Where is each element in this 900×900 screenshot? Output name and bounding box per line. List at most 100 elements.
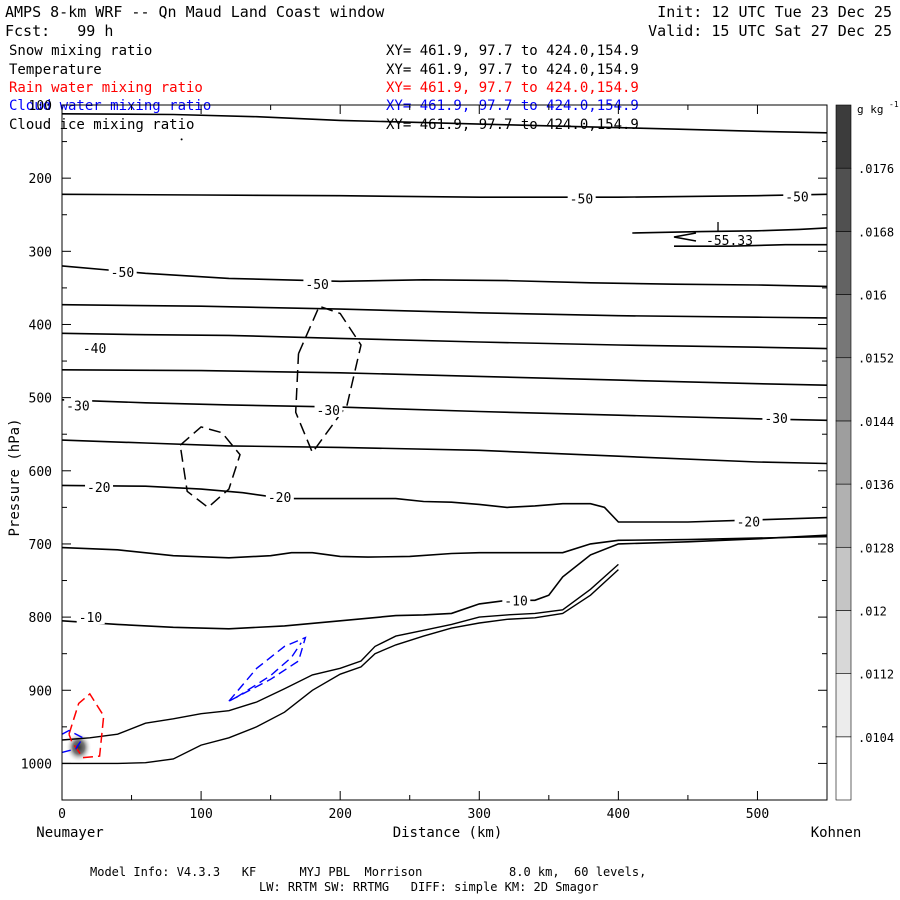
contour-label-bg — [64, 398, 93, 413]
colorbar-tick-label: .0176 — [858, 162, 894, 176]
valid-time: Valid: 15 UTC Sat 27 Dec 25 — [648, 22, 892, 40]
x-axis-label: Distance (km) — [393, 825, 503, 841]
field-xy-rain: XY= 461.9, 97.7 to 424.0,154.9 — [386, 80, 639, 96]
contour-label-bg — [762, 411, 791, 426]
colorbar-tick-label: .0128 — [858, 541, 894, 555]
y-tick-label: 700 — [29, 538, 52, 553]
model-info: Model Info: V4.3.3 KF MYJ PBL Morrison 8… — [90, 865, 647, 879]
isotherm-line — [61, 535, 828, 559]
contour-label: -20 — [268, 491, 291, 506]
x-tick-label: 0 — [58, 807, 66, 822]
terrain-line-upper — [61, 563, 619, 741]
colorbar-segment — [835, 483, 852, 548]
colorbar-segment — [835, 673, 852, 738]
contour-label: -30 — [764, 412, 787, 427]
colorbar-segment — [835, 167, 852, 232]
contour-label-bg — [314, 403, 343, 418]
isotherm-line — [61, 399, 828, 422]
colorbar-tick-label: .0152 — [858, 352, 894, 366]
y-tick-label: 200 — [29, 172, 52, 187]
cloud-water-contour — [228, 636, 307, 702]
low-marker-value: -55.33 — [706, 234, 753, 249]
snow-contour — [294, 305, 362, 455]
contour-label: -30 — [66, 400, 89, 415]
isotherm-line — [632, 227, 828, 234]
isotherm-line — [61, 265, 828, 288]
ice-dot — [180, 138, 183, 141]
cloud-water-contour — [61, 729, 84, 754]
terrain-line-lower — [62, 569, 619, 765]
y-tick-label: 900 — [29, 684, 52, 699]
low-marker-arrow — [673, 232, 697, 242]
isotherm-line — [61, 303, 828, 319]
init-time: Init: 12 UTC Tue 23 Dec 25 — [657, 3, 892, 21]
field-xy-snow: XY= 461.9, 97.7 to 424.0,154.9 — [386, 43, 639, 59]
field-xy-cloud-water: XY= 461.9, 97.7 to 424.0,154.9 — [386, 98, 639, 114]
isotherm-line — [674, 243, 827, 247]
colorbar-tick-label: .0112 — [858, 668, 894, 682]
cloud-water-contour — [235, 642, 302, 699]
physics-info: LW: RRTM SW: RRTMG DIFF: simple KM: 2D S… — [259, 880, 599, 894]
contour-label: -30 — [317, 404, 340, 419]
contour-label-bg — [303, 277, 332, 292]
field-name-temperature: Temperature — [9, 62, 102, 78]
y-tick-label: 1000 — [21, 757, 52, 772]
colorbar-segment — [835, 420, 852, 485]
isotherm-line — [61, 369, 828, 386]
plot-frame — [61, 104, 828, 801]
contour-label: -10 — [79, 611, 102, 626]
y-tick-label: 500 — [29, 392, 52, 407]
contour-label-bg — [502, 593, 531, 608]
colorbar-segment — [835, 294, 852, 359]
field-xy-temperature: XY= 461.9, 97.7 to 424.0,154.9 — [386, 62, 639, 78]
contour-label-bg — [567, 191, 596, 206]
isotherm-line — [61, 332, 828, 350]
colorbar-tick-label: .0144 — [858, 415, 894, 429]
y-tick-label: 300 — [29, 245, 52, 260]
field-name-rain: Rain water mixing ratio — [9, 80, 203, 96]
colorbar-unit-exponent: -1 — [889, 100, 899, 109]
colorbar-segment — [835, 610, 852, 674]
low-marker-letter: L — [716, 221, 724, 236]
snow-contour — [179, 426, 241, 509]
colorbar-tick-label: .012 — [858, 604, 887, 618]
colorbar-segment — [835, 231, 852, 295]
isotherm-line — [61, 439, 828, 465]
chart-title: AMPS 8-km WRF -- Qn Maud Land Coast wind… — [5, 3, 385, 21]
y-tick-label: 800 — [29, 611, 52, 626]
colorbar-segment — [835, 357, 852, 422]
contour-label-bg — [80, 340, 109, 355]
contour-label: -10 — [504, 594, 527, 609]
colorbar-tick-label: .0168 — [858, 225, 894, 239]
isotherm-line — [61, 534, 828, 630]
x-tick-label: 500 — [746, 807, 769, 822]
isotherm-line — [61, 484, 828, 523]
contour-label: -50 — [305, 278, 328, 293]
rain-contour — [68, 692, 105, 759]
y-tick-label: 600 — [29, 465, 52, 480]
colorbar-tick-label: .016 — [858, 289, 887, 303]
colorbar-unit: g kg — [857, 103, 884, 116]
y-tick-label: 400 — [29, 318, 52, 333]
colorbar-tick-label: .0104 — [858, 731, 894, 745]
contour-label: -20 — [737, 515, 760, 530]
contour-label-bg — [734, 514, 763, 529]
contour-label: -50 — [570, 193, 593, 208]
y-tick-label: 100 — [29, 99, 52, 114]
x-endpoint-left: Neumayer — [36, 825, 103, 841]
isotherm-line — [61, 113, 828, 134]
x-endpoint-right: Kohnen — [811, 825, 862, 841]
contour-label-bg — [108, 264, 137, 279]
contour-label: -50 — [111, 266, 134, 281]
contour-label-bg — [265, 490, 294, 505]
field-name-cloud-water: Cloud water mixing ratio — [9, 98, 212, 114]
contour-label-bg — [783, 189, 812, 204]
forecast-hour: Fcst: 99 h — [5, 22, 114, 40]
field-name-snow: Snow mixing ratio — [9, 43, 153, 59]
colorbar-segment — [835, 546, 852, 611]
contour-label-bg — [76, 610, 105, 625]
contour-label: -50 — [785, 190, 808, 205]
contour-label: -40 — [83, 342, 106, 357]
x-tick-label: 200 — [328, 807, 351, 822]
isotherm-line — [61, 193, 828, 198]
